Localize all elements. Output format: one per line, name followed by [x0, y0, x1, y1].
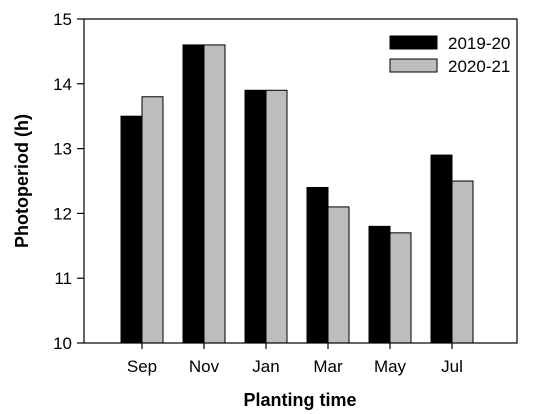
x-tick-label: Jul — [441, 357, 463, 376]
legend-label-2019-20: 2019-20 — [448, 34, 510, 53]
y-tick-label: 13 — [53, 140, 72, 159]
y-tick-label: 15 — [53, 10, 72, 29]
bar-2020-21-Sep — [141, 96, 164, 344]
x-tick-label: May — [374, 357, 407, 376]
legend: 2019-20 2020-21 — [389, 34, 510, 76]
y-tick-label: 14 — [53, 75, 72, 94]
y-axis-title: Photoperiod (h) — [12, 114, 32, 248]
bar-2019-20-Jan — [244, 89, 267, 344]
bar-2020-21-Jul — [451, 180, 474, 344]
y-axis-ticks: 10 11 12 13 14 15 — [53, 10, 84, 353]
bar-2019-20-Jul — [430, 154, 453, 344]
bar-2019-20-Mar — [306, 186, 329, 344]
y-tick-label: 12 — [53, 204, 72, 223]
legend-label-2020-21: 2020-21 — [448, 57, 510, 76]
bar-2020-21-Jan — [265, 89, 288, 344]
bars-group — [120, 44, 474, 344]
bar-2019-20-May — [368, 225, 391, 344]
legend-swatch-2020-21 — [389, 58, 438, 73]
plot-frame — [83, 18, 518, 344]
x-tick-label: Nov — [189, 357, 220, 376]
x-axis-ticks: Sep Nov Jan Mar May Jul — [127, 343, 463, 376]
x-axis-title: Planting time — [243, 390, 356, 410]
legend-swatch-2019-20 — [389, 35, 438, 50]
y-tick-label: 11 — [54, 269, 72, 288]
bar-2020-21-Mar — [327, 206, 350, 344]
x-tick-label: Mar — [313, 357, 343, 376]
bar-2020-21-Nov — [203, 44, 226, 344]
bar-2019-20-Sep — [120, 115, 143, 344]
x-tick-label: Sep — [127, 357, 157, 376]
x-tick-label: Jan — [252, 357, 279, 376]
bar-2020-21-May — [389, 232, 412, 344]
y-tick-label: 10 — [53, 334, 72, 353]
bar-2019-20-Nov — [182, 44, 205, 344]
